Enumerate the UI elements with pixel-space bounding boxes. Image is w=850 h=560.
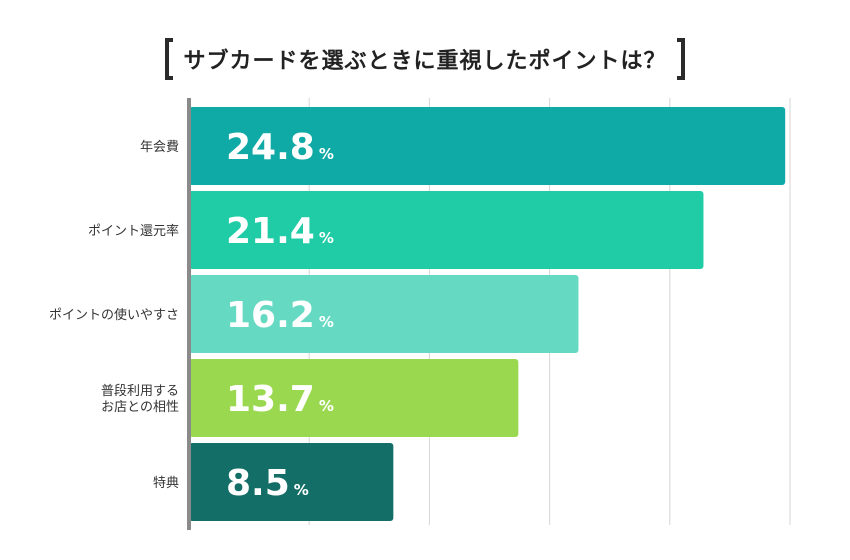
data-label-unit: % [319,397,334,415]
title-bracket-left [165,38,174,80]
bar [189,443,394,521]
title-bracket-right [676,38,685,80]
bar [189,359,519,437]
data-label-value: 13.7 [226,379,315,420]
data-label-value: 24.8 [226,127,315,168]
data-label-unit: % [319,229,334,247]
data-label: 21.4% [226,211,334,252]
data-label: 13.7% [226,379,334,420]
category-label: 年会費 [140,140,179,155]
title-block: サブカードを選ぶときに重視したポイントは？ [0,34,850,84]
data-label-value: 21.4 [226,211,315,252]
bar [189,275,579,353]
data-label: 8.5% [226,463,309,504]
data-label-unit: % [319,145,334,163]
data-label-unit: % [294,481,309,499]
bar [189,191,704,269]
category-label: 普段利用する [101,384,179,399]
chart-title: サブカードを選ぶときに重視したポイントは？ [183,49,667,74]
data-label-value: 8.5 [226,463,290,504]
category-label: ポイントの使いやすさ [49,307,179,323]
category-label: ポイント還元率 [88,223,179,239]
bars: 24.8 %21.4 %16.2 %13.7 %8.5% [189,107,786,521]
data-label: 24.8% [226,127,334,168]
data-label-unit: % [319,313,334,331]
category-label: お店との相性 [101,400,179,415]
data-label: 16.2% [226,295,334,336]
data-label-value: 16.2 [226,295,315,336]
bar [189,107,786,185]
category-label: 特典 [153,476,179,491]
